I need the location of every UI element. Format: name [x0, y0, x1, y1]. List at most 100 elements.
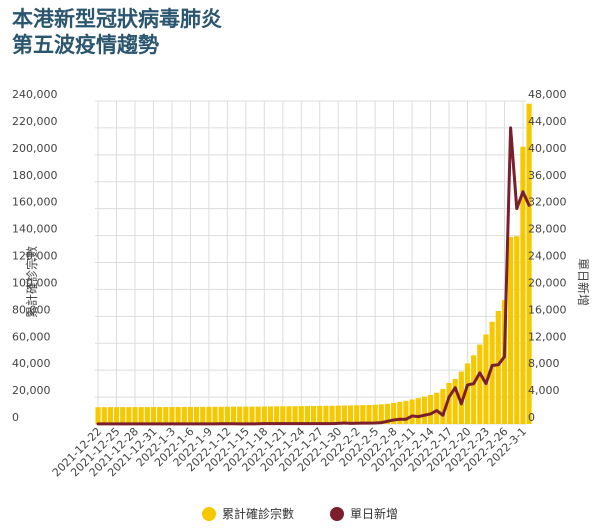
right-axis-label: 單日新增 [576, 258, 591, 306]
right-tick-label: 32,000 [528, 196, 567, 209]
cumulative-bar [495, 310, 501, 424]
cumulative-bar [107, 407, 113, 424]
cumulative-bar [298, 406, 304, 424]
cumulative-bar [427, 394, 434, 424]
cumulative-bar [212, 406, 218, 424]
left-tick-label: 80,000 [12, 303, 51, 316]
legend-swatch-cumulative [201, 506, 216, 521]
legend-item-cumulative: 累計確診宗數 [201, 505, 294, 522]
cumulative-bar [138, 407, 144, 424]
legend-label-daily: 單日新增 [350, 507, 399, 521]
cumulative-bar [249, 406, 255, 424]
left-axis-ticks: 0 20,000 40,000 60,000 80,000 100,000 120,000 1… [12, 88, 58, 424]
left-tick-label: 60,000 [12, 330, 51, 343]
left-tick-label: 180,000 [12, 169, 58, 182]
cumulative-bar [95, 407, 101, 424]
cumulative-bar [101, 407, 107, 424]
legend-swatch-daily [330, 506, 344, 521]
cumulative-bar [501, 300, 508, 424]
chart-title: 本港新型冠狀病毒肺炎 第五波疫情趨勢 [12, 6, 222, 58]
combo-chart: 0 20,000 40,000 60,000 80,000 100,000 120,000 1… [12, 88, 591, 479]
left-tick-label: 120,000 [12, 250, 58, 263]
cumulative-bar [187, 406, 194, 424]
left-tick-label: 140,000 [12, 223, 58, 236]
right-tick-label: 36,000 [528, 169, 567, 182]
cumulative-bar [230, 406, 237, 424]
legend-item-daily: 單日新增 [330, 505, 398, 522]
left-tick-label: 100,000 [12, 276, 58, 289]
cumulative-bar [181, 406, 187, 424]
cumulative-bar [366, 405, 372, 424]
cumulative-bar [471, 355, 477, 424]
cumulative-bar [175, 406, 181, 424]
cumulative-bar [132, 407, 138, 424]
cumulative-bar [347, 405, 354, 424]
cumulative-bar [243, 406, 249, 424]
cumulative-bar [126, 407, 132, 424]
left-tick-label: 220,000 [12, 115, 58, 128]
cumulative-bars [95, 103, 532, 425]
cumulative-bar [440, 389, 446, 424]
cumulative-bar [335, 405, 341, 424]
cumulative-bar [323, 405, 329, 424]
left-tick-label: 200,000 [12, 142, 58, 155]
cumulative-bar [391, 402, 397, 424]
cumulative-bar [421, 396, 427, 424]
daily-new-line [96, 126, 531, 426]
right-tick-label: 0 [528, 411, 535, 424]
cumulative-bar [267, 406, 274, 424]
left-tick-label: 240,000 [12, 88, 58, 101]
cumulative-bar [526, 103, 532, 425]
cumulative-bar [304, 406, 310, 424]
cumulative-bar [464, 363, 471, 424]
cumulative-bar [274, 406, 280, 424]
chart-title-line-1: 本港新型冠狀病毒肺炎 [12, 7, 222, 31]
right-tick-label: 24,000 [528, 250, 567, 263]
cumulative-bar [237, 406, 243, 424]
cumulative-bar [514, 236, 520, 424]
cumulative-bar [255, 406, 261, 424]
left-tick-label: 160,000 [12, 196, 58, 209]
cumulative-bar [378, 404, 384, 424]
cumulative-bar [452, 378, 458, 424]
cumulative-bar [144, 407, 150, 424]
cumulative-bar [113, 407, 120, 424]
cumulative-bar [477, 344, 483, 424]
right-tick-label: 28,000 [528, 223, 567, 236]
cumulative-bar [169, 406, 175, 424]
left-tick-label: 0 [12, 411, 19, 424]
grid-lines [95, 100, 526, 425]
right-tick-label: 12,000 [528, 330, 567, 343]
left-axis-label: 累計確診宗數 [24, 246, 39, 318]
left-tick-label: 40,000 [12, 357, 51, 370]
cumulative-bar [157, 407, 163, 424]
cumulative-bar [360, 405, 366, 424]
right-tick-label: 16,000 [528, 303, 567, 316]
cumulative-bar [317, 405, 323, 424]
cumulative-bar [163, 407, 169, 424]
cumulative-bar [194, 406, 200, 424]
cumulative-bar [520, 146, 526, 424]
cumulative-bar [150, 407, 157, 424]
cumulative-bar [397, 401, 403, 424]
cumulative-bar [508, 236, 514, 424]
cumulative-bar [286, 406, 292, 424]
cumulative-bar [384, 403, 391, 424]
legend-label-cumulative: 累計確診宗數 [221, 507, 294, 521]
cumulative-bar [311, 405, 317, 424]
cumulative-bar [434, 392, 440, 424]
right-tick-label: 44,000 [528, 115, 567, 128]
left-tick-label: 20,000 [12, 384, 51, 397]
right-tick-label: 4,000 [528, 384, 560, 397]
legend: 累計確診宗數 單日新增 [0, 505, 600, 522]
cumulative-bar [120, 407, 126, 424]
cumulative-bar [341, 405, 347, 424]
right-tick-label: 20,000 [528, 276, 567, 289]
cumulative-bar [403, 400, 409, 424]
cumulative-bar [409, 399, 415, 424]
right-tick-label: 40,000 [528, 142, 567, 155]
cumulative-bar [446, 382, 452, 424]
cumulative-bar [200, 406, 206, 424]
cumulative-bar [354, 405, 360, 424]
cumulative-bar [280, 406, 286, 424]
